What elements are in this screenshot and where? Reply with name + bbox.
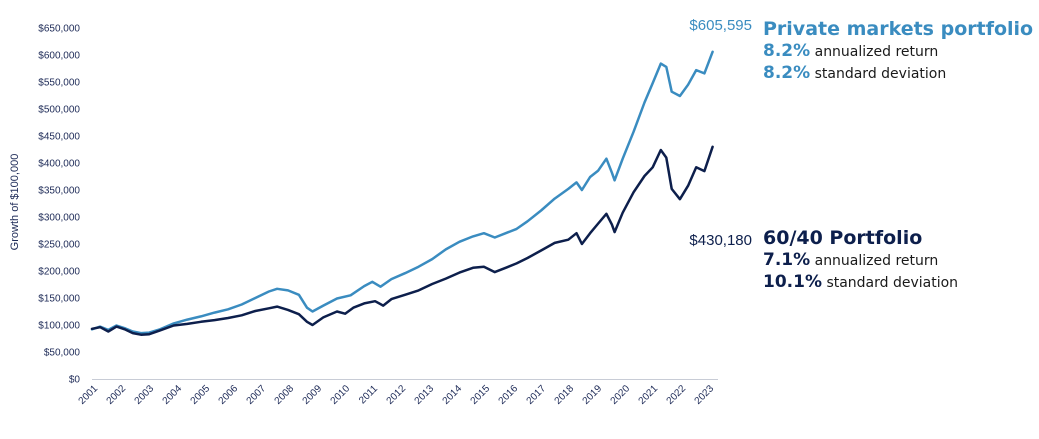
x-tick-label: 2003 [133, 383, 157, 407]
series-line-private-markets [90, 50, 714, 335]
y-axis-label: Growth of $100,000 [9, 154, 21, 251]
y-tick-label: $350,000 [38, 186, 80, 197]
x-tick-label: 2008 [273, 383, 297, 407]
x-tick-label: 2019 [581, 383, 605, 407]
series-line-60-40 [90, 145, 714, 336]
legend-60-40: 60/40 Portfolio 7.1% annualized return 1… [763, 226, 958, 294]
x-tick-label: 2012 [385, 383, 409, 407]
y-tick-label: $50,000 [44, 348, 81, 359]
y-tick-label: $200,000 [38, 267, 80, 278]
series-lines [90, 50, 714, 336]
legend-return-row: 7.1% annualized return [763, 250, 958, 272]
end-value-60-40: $430,180 [689, 232, 752, 249]
private-sd-text: standard deviation [814, 66, 947, 82]
x-tick-label: 2011 [357, 383, 380, 406]
legend-sd-row: 8.2% standard deviation [763, 63, 1033, 85]
x-tick-label: 2002 [105, 383, 129, 407]
legend-return-row: 8.2% annualized return [763, 41, 1033, 63]
private-return-text: annualized return [814, 44, 939, 60]
balanced-return-text: annualized return [814, 253, 939, 269]
y-tick-label: $650,000 [38, 24, 80, 35]
x-tick-label: 2018 [553, 383, 577, 407]
private-return-value: 8.2% [763, 41, 811, 61]
x-tick-label: 2023 [693, 383, 717, 407]
end-labels: $605,595 $430,180 [689, 17, 752, 249]
balanced-return-value: 7.1% [763, 250, 811, 270]
balanced-sd-text: standard deviation [826, 275, 959, 291]
x-tick-label: 2020 [609, 383, 633, 407]
y-tick-label: $600,000 [38, 51, 80, 62]
y-tick-label: $300,000 [38, 213, 80, 224]
legend-title-60-40: 60/40 Portfolio [763, 227, 923, 249]
x-tick-label: 2022 [665, 383, 689, 407]
end-value-private-markets: $605,595 [689, 17, 752, 34]
x-tick-label: 2017 [525, 383, 549, 407]
balanced-sd-value: 10.1% [763, 272, 822, 292]
private-sd-value: 8.2% [763, 63, 811, 83]
legend-sd-row: 10.1% standard deviation [763, 272, 958, 294]
y-tick-label: $0 [69, 375, 81, 386]
y-axis-ticks: $0 $50,000 $100,000 $150,000 $200,000 $250,00… [38, 24, 80, 386]
y-tick-label: $100,000 [38, 321, 80, 332]
x-tick-label: 2015 [469, 383, 493, 407]
y-tick-label: $400,000 [38, 159, 80, 170]
x-axis-ticks: 2001 2002 2003 2004 2005 2006 2007 2008 2009 2010… [77, 383, 717, 407]
y-tick-label: $450,000 [38, 132, 80, 143]
x-tick-label: 2014 [441, 383, 465, 407]
y-tick-label: $550,000 [38, 78, 80, 89]
y-tick-label: $500,000 [38, 105, 80, 116]
x-tick-label: 2006 [217, 383, 241, 407]
legend-private-markets: Private markets portfolio 8.2% annualize… [763, 17, 1033, 85]
x-tick-label: 2007 [245, 383, 269, 407]
x-tick-label: 2010 [329, 383, 353, 407]
y-tick-label: $250,000 [38, 240, 80, 251]
legend-title-private-markets: Private markets portfolio [763, 18, 1034, 40]
y-tick-label: $150,000 [38, 294, 80, 305]
x-tick-label: 2001 [77, 383, 101, 407]
x-tick-label: 2021 [637, 383, 661, 407]
x-tick-label: 2004 [161, 383, 185, 407]
x-tick-label: 2013 [413, 383, 437, 407]
x-tick-label: 2009 [301, 383, 325, 407]
x-tick-label: 2005 [189, 383, 213, 407]
x-tick-label: 2016 [497, 383, 521, 407]
